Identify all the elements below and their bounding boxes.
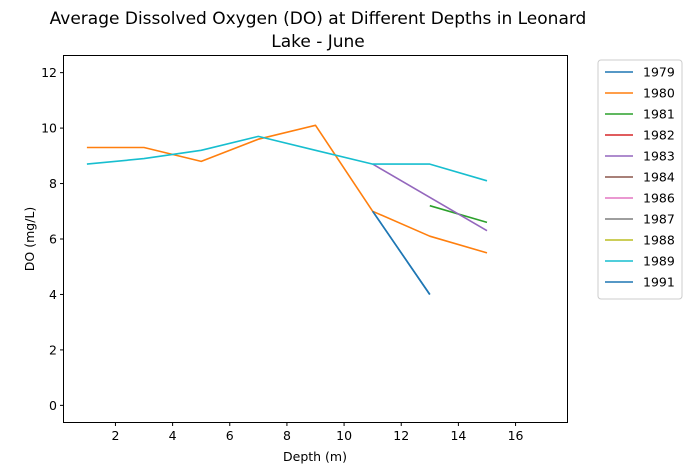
plot-frame bbox=[63, 55, 568, 423]
y-tick-label: 4 bbox=[49, 287, 57, 302]
x-tick-label: 16 bbox=[508, 428, 524, 443]
y-tick-label: 6 bbox=[49, 232, 57, 247]
series-line-1991 bbox=[372, 210, 431, 295]
legend-label-1979: 1979 bbox=[643, 65, 675, 80]
chart-title-line-1: Average Dissolved Oxygen (DO) at Differe… bbox=[50, 9, 587, 29]
legend-label-1983: 1983 bbox=[643, 149, 675, 164]
x-axis-label: Depth (m) bbox=[283, 449, 347, 464]
legend-label-1981: 1981 bbox=[643, 107, 675, 122]
legend: 1979 1980 1981 1982 1983 1984 1986 1987 1988 1989… bbox=[597, 59, 683, 300]
series-line-1989 bbox=[86, 135, 488, 182]
chart-title-line-2: Lake - June bbox=[271, 32, 365, 52]
legend-label-1988: 1988 bbox=[643, 233, 675, 248]
plot-area bbox=[86, 124, 488, 295]
x-tick-label: 10 bbox=[336, 428, 352, 443]
series-line-1983 bbox=[372, 163, 488, 232]
series-line-1980 bbox=[86, 124, 488, 254]
legend-label-1982: 1982 bbox=[643, 128, 675, 143]
y-tick-label: 0 bbox=[49, 398, 57, 413]
legend-label-1991: 1991 bbox=[643, 275, 675, 290]
x-tick-label: 12 bbox=[393, 428, 409, 443]
y-tick-label: 12 bbox=[41, 65, 57, 80]
x-tick-label: 2 bbox=[111, 428, 119, 443]
legend-label-1989: 1989 bbox=[643, 254, 675, 269]
y-tick-label: 10 bbox=[41, 121, 57, 136]
x-tick-label: 4 bbox=[169, 428, 177, 443]
y-tick-label: 8 bbox=[49, 176, 57, 191]
x-tick-label: 14 bbox=[450, 428, 466, 443]
y-tick-label: 2 bbox=[49, 342, 57, 357]
legend-label-1986: 1986 bbox=[643, 191, 675, 206]
legend-label-1984: 1984 bbox=[643, 170, 675, 185]
legend-label-1980: 1980 bbox=[643, 86, 675, 101]
x-tick-label: 8 bbox=[283, 428, 291, 443]
y-axis-label: DO (mg/L) bbox=[22, 207, 37, 271]
x-tick-label: 6 bbox=[226, 428, 234, 443]
legend-label-1987: 1987 bbox=[643, 212, 675, 227]
